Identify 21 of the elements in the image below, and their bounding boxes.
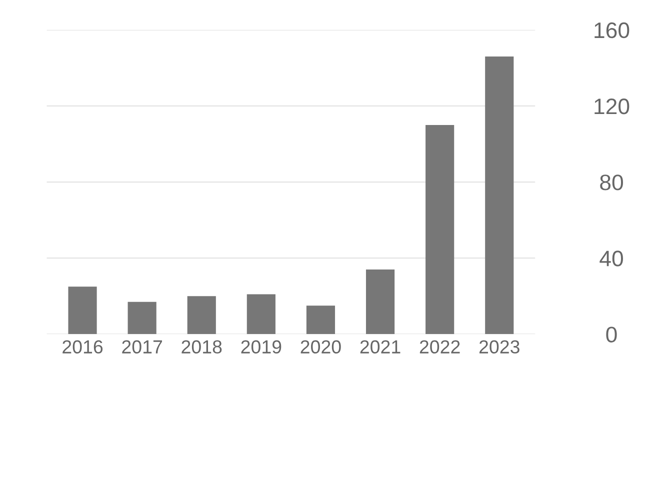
bar (306, 306, 336, 334)
x-tick-label: 2017 (122, 340, 162, 354)
bar (485, 56, 514, 334)
x-tick-label: 2018 (182, 340, 222, 354)
bar (68, 286, 97, 334)
bar (426, 124, 454, 334)
x-tick-label: 2022 (420, 340, 460, 354)
bar (246, 294, 276, 334)
x-tick-label: 2019 (241, 340, 282, 354)
y-tick-label: 160 (594, 22, 630, 38)
x-tick-label: 2020 (300, 340, 341, 354)
x-tick-label: 2016 (62, 340, 103, 354)
y-tick-label: 80 (600, 174, 623, 190)
bar (128, 302, 156, 334)
y-tick-label: 40 (600, 250, 623, 266)
y-tick-label: 0 (606, 326, 617, 342)
bar (366, 270, 395, 334)
x-tick-label: 2021 (360, 340, 400, 354)
x-tick-label: 2023 (479, 340, 520, 354)
y-tick-label: 120 (594, 98, 630, 114)
bar (187, 296, 216, 334)
